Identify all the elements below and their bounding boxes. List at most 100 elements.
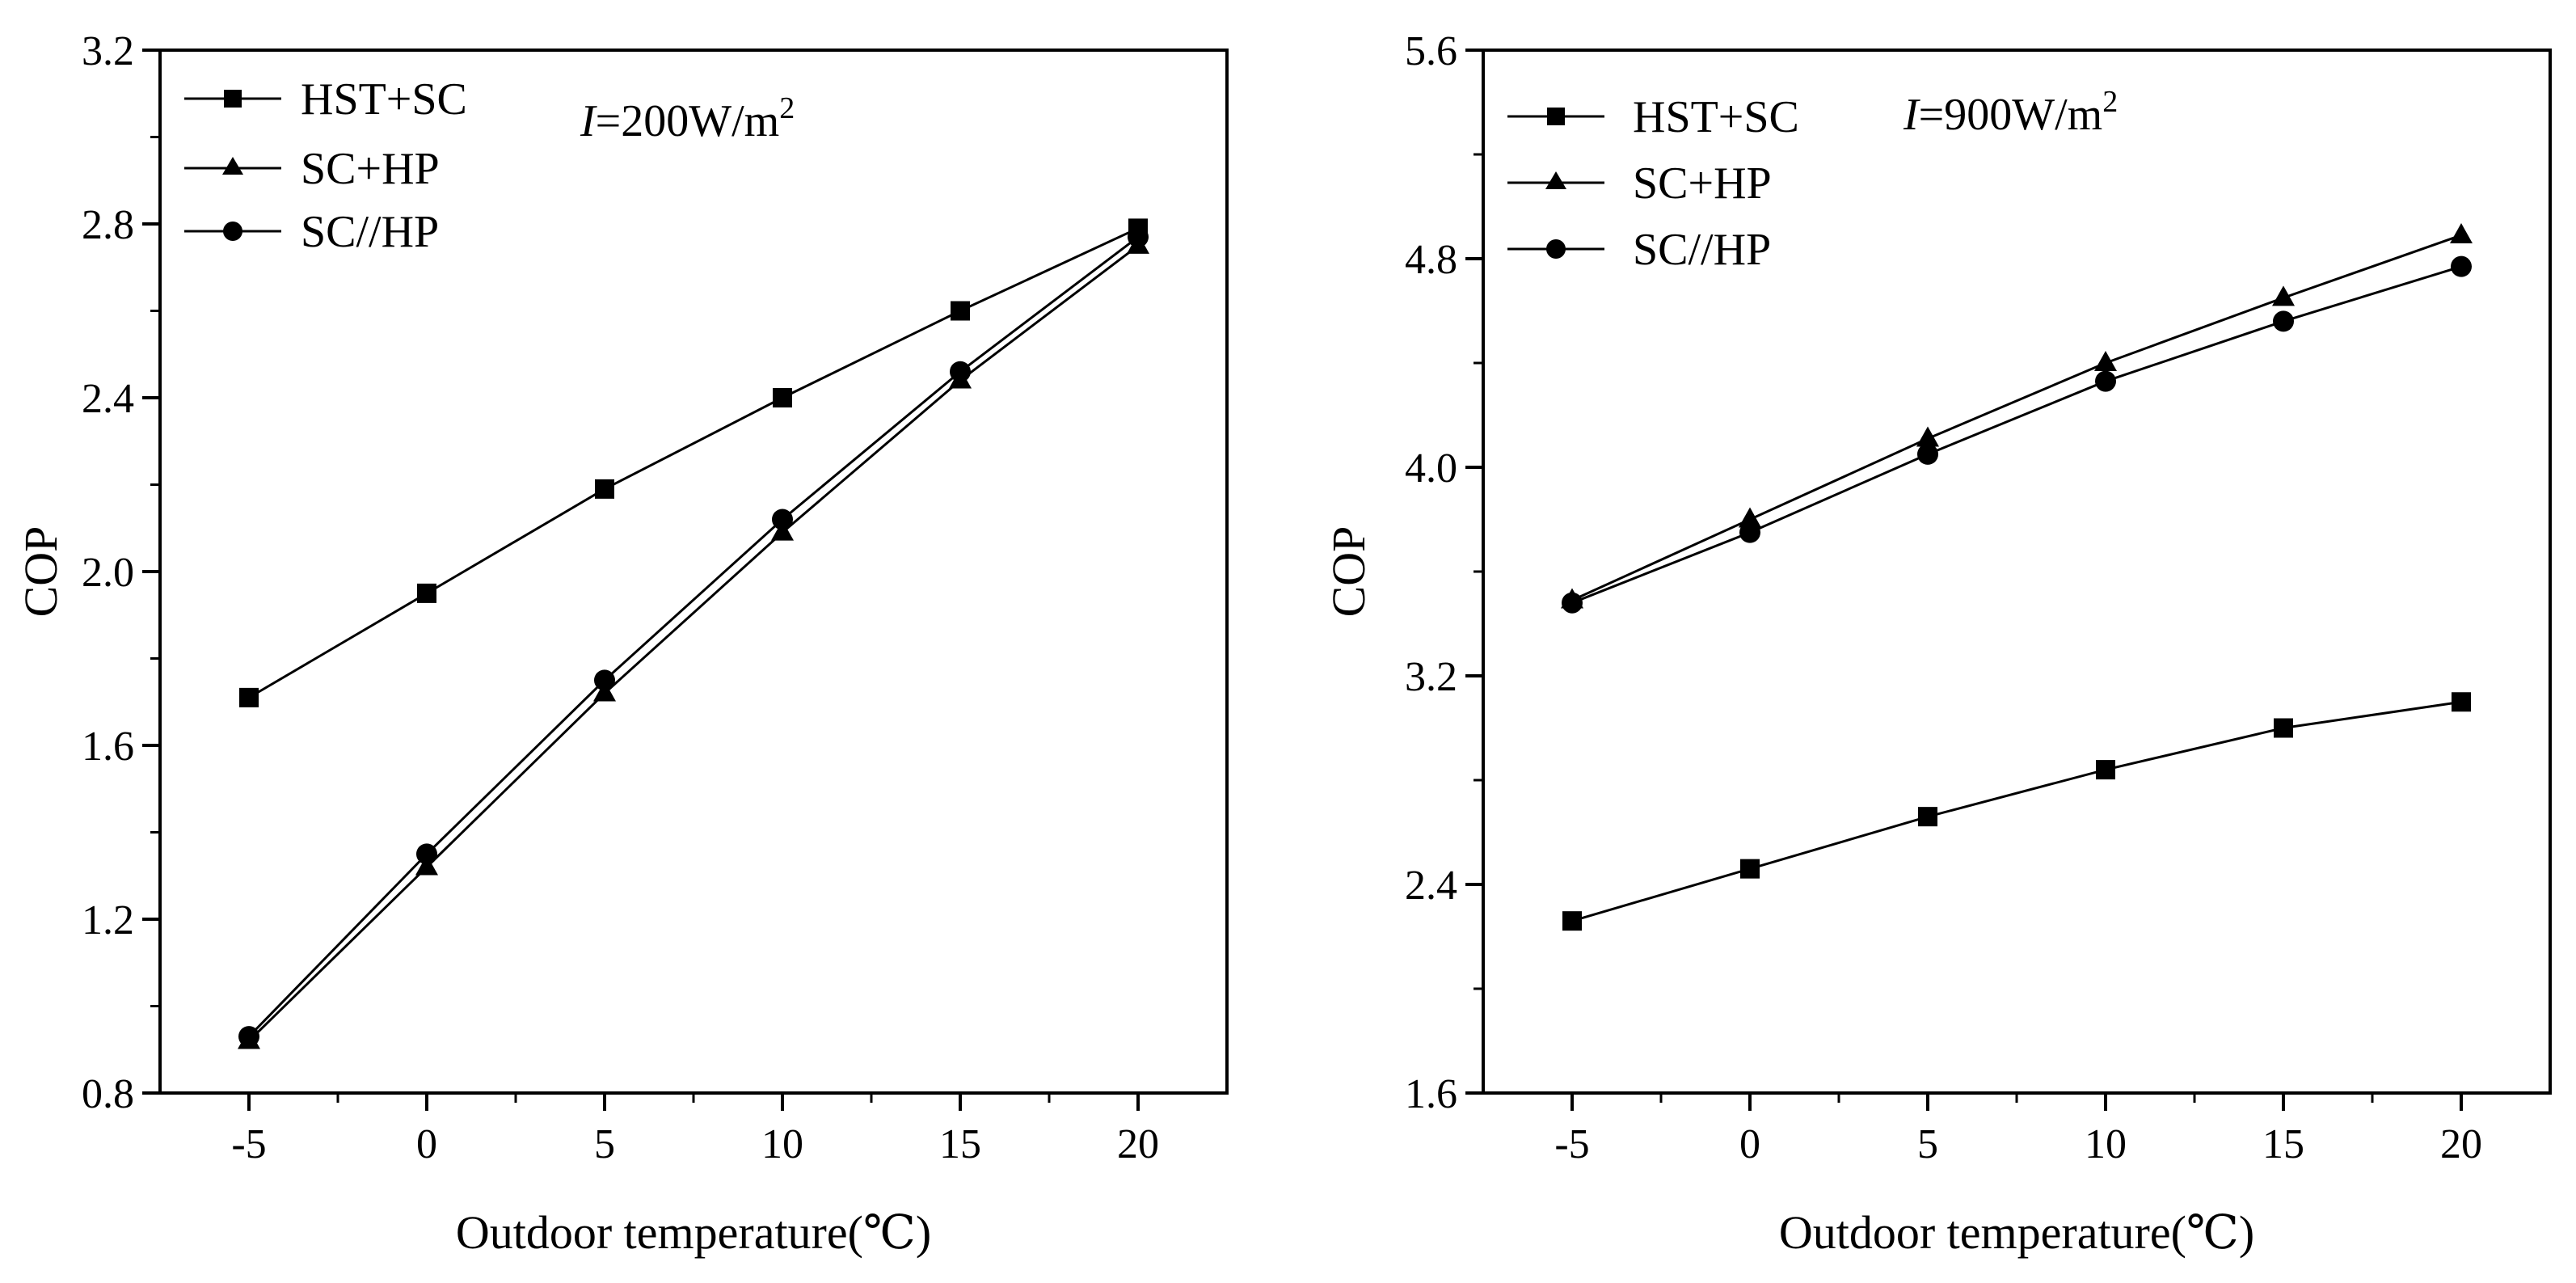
left-y-tick-label: 2.4: [82, 376, 134, 422]
right-x-tick-label: 15: [2262, 1121, 2304, 1167]
right-legend-label-hst-sc: HST+SC: [1633, 92, 1799, 142]
right-data-point-hst-sc: [1740, 859, 1760, 879]
right-x-tick-label: 10: [2085, 1121, 2127, 1167]
left-y-tick-label: 2.0: [82, 550, 134, 596]
left-y-tick-label: 0.8: [82, 1071, 134, 1117]
left-legend-label-sc-par-hp: SC//HP: [301, 207, 439, 257]
right-y-tick-label: 3.2: [1405, 654, 1457, 700]
left-x-ticks: -5 0 5 10 15 20: [231, 1093, 1159, 1167]
right-legend: HST+SC SC+HP SC//HP: [1507, 92, 1799, 275]
right-data-point-sc-hp: [1916, 426, 1939, 447]
right-x-axis-title: Outdoor temperature(℃): [1779, 1206, 2254, 1259]
left-data-point-hst-sc: [417, 583, 436, 603]
right-data-point-sc-par-hp: [1739, 521, 1760, 543]
right-x-tick-label: 0: [1739, 1121, 1760, 1167]
left-legend-marker-triangle: [222, 157, 243, 175]
left-x-tick-label: 10: [761, 1121, 803, 1167]
right-data-point-sc-par-hp: [2451, 255, 2472, 277]
left-legend-item-sc-par-hp: SC//HP: [184, 207, 439, 257]
left-series-line-sc-par-hp: [247, 235, 1139, 1038]
right-data-point-sc-hp: [2272, 285, 2295, 306]
right-data-point-sc-hp: [2450, 222, 2473, 243]
right-data-point-sc-par-hp: [1562, 592, 1583, 614]
left-x-tick-label: 15: [939, 1121, 981, 1167]
left-legend-item-sc-hp: SC+HP: [184, 144, 440, 194]
right-data-point-hst-sc: [1562, 911, 1582, 931]
left-data-point-sc-hp: [415, 855, 438, 876]
left-series-line-sc-hp: [247, 244, 1139, 1042]
right-data-point-hst-sc: [1918, 807, 1937, 827]
right-data-point-sc-par-hp: [2095, 370, 2116, 392]
right-y-tick-label: 4.8: [1405, 237, 1457, 283]
left-data-point-sc-par-hp: [772, 509, 793, 530]
right-series-line-sc-par-hp: [1571, 265, 2462, 605]
right-chart-panel: -5 0 5 10 15 20 1.6 2.4 3.2 4.0 4.8 5.6 Outdoor te…: [1322, 28, 2552, 1259]
left-y-tick-label: 3.2: [82, 28, 134, 74]
right-x-tick-label: 5: [1917, 1121, 1938, 1167]
right-legend-item-hst-sc: HST+SC: [1507, 92, 1799, 142]
left-data-point-hst-sc: [595, 479, 614, 499]
right-series-line-hst-sc: [1571, 700, 2462, 922]
right-data-point-sc-hp: [1739, 507, 1761, 528]
left-data-point-hst-sc: [239, 687, 259, 707]
left-data-point-sc-par-hp: [594, 669, 615, 691]
left-data-point-sc-hp: [593, 681, 616, 702]
right-annotation-italic: I: [1903, 90, 1920, 140]
right-data-point-sc-hp: [2094, 351, 2117, 371]
right-legend-marker-triangle: [1545, 171, 1566, 189]
right-legend-label-sc-hp: SC+HP: [1633, 158, 1772, 209]
right-data-point-hst-sc: [2452, 692, 2471, 712]
right-y-tick-label: 4.0: [1405, 445, 1457, 492]
right-legend-label-sc-par-hp: SC//HP: [1633, 225, 1771, 275]
right-series: [1561, 222, 2473, 931]
right-legend-item-sc-hp: SC+HP: [1507, 158, 1772, 209]
left-legend-label-hst-sc: HST+SC: [301, 74, 467, 125]
right-data-point-hst-sc: [2096, 760, 2115, 780]
left-y-tick-label: 1.6: [82, 724, 134, 770]
left-legend-marker-circle: [223, 222, 242, 241]
left-data-point-hst-sc: [951, 301, 970, 321]
left-data-point-sc-par-hp: [950, 361, 971, 382]
left-annotation-text: =200W/m: [596, 96, 780, 146]
right-data-point-sc-par-hp: [2273, 310, 2294, 332]
right-legend-marker-square: [1547, 108, 1565, 125]
right-y-axis-title: COP: [1322, 526, 1375, 618]
right-y-tick-label: 1.6: [1405, 1071, 1457, 1117]
right-legend-item-sc-par-hp: SC//HP: [1507, 225, 1771, 275]
right-x-ticks: -5 0 5 10 15 20: [1554, 1093, 2482, 1167]
left-y-tick-label: 2.8: [82, 202, 134, 248]
left-x-tick-label: -5: [231, 1121, 266, 1167]
left-legend-label-sc-hp: SC+HP: [301, 144, 440, 194]
left-data-point-sc-hp: [771, 520, 794, 541]
left-annotation-sup: 2: [779, 91, 795, 125]
left-x-tick-label: 5: [594, 1121, 615, 1167]
left-legend-marker-square: [224, 90, 242, 108]
right-annotation-sup: 2: [2102, 85, 2118, 119]
left-x-axis-title: Outdoor temperature(℃): [456, 1206, 931, 1259]
right-data-point-hst-sc: [2274, 718, 2293, 738]
right-y-ticks: 1.6 2.4 3.2 4.0 4.8 5.6: [1405, 28, 1483, 1117]
left-x-tick-label: 0: [416, 1121, 437, 1167]
left-data-point-sc-par-hp: [238, 1026, 259, 1048]
right-y-tick-label: 2.4: [1405, 863, 1457, 909]
left-series-line-hst-sc: [248, 227, 1139, 699]
right-y-tick-label: 5.6: [1405, 28, 1457, 74]
right-data-point-sc-par-hp: [1917, 443, 1938, 465]
left-data-point-sc-par-hp: [1128, 226, 1149, 248]
left-data-point-sc-par-hp: [416, 843, 437, 865]
left-annotation-italic: I: [580, 96, 597, 146]
right-series-line-sc-hp: [1571, 234, 2462, 601]
left-x-tick-label: 20: [1117, 1121, 1159, 1167]
right-x-tick-label: -5: [1554, 1121, 1589, 1167]
right-irradiance-annotation: I=900W/m2: [1903, 85, 2118, 140]
right-x-tick-label: 20: [2440, 1121, 2482, 1167]
left-y-ticks: 0.8 1.2 1.6 2.0 2.4 2.8 3.2: [82, 28, 160, 1117]
left-y-tick-label: 1.2: [82, 897, 134, 943]
left-chart-panel: -5 0 5 10 15 20 0.8 1.2 1.6 2.0 2.4 2.8 3.2 Outdoor…: [15, 28, 1229, 1259]
left-irradiance-annotation: I=200W/m2: [580, 91, 795, 146]
left-series: [238, 218, 1149, 1049]
right-annotation-text: =900W/m: [1919, 90, 2103, 140]
left-y-axis-title: COP: [15, 526, 67, 618]
